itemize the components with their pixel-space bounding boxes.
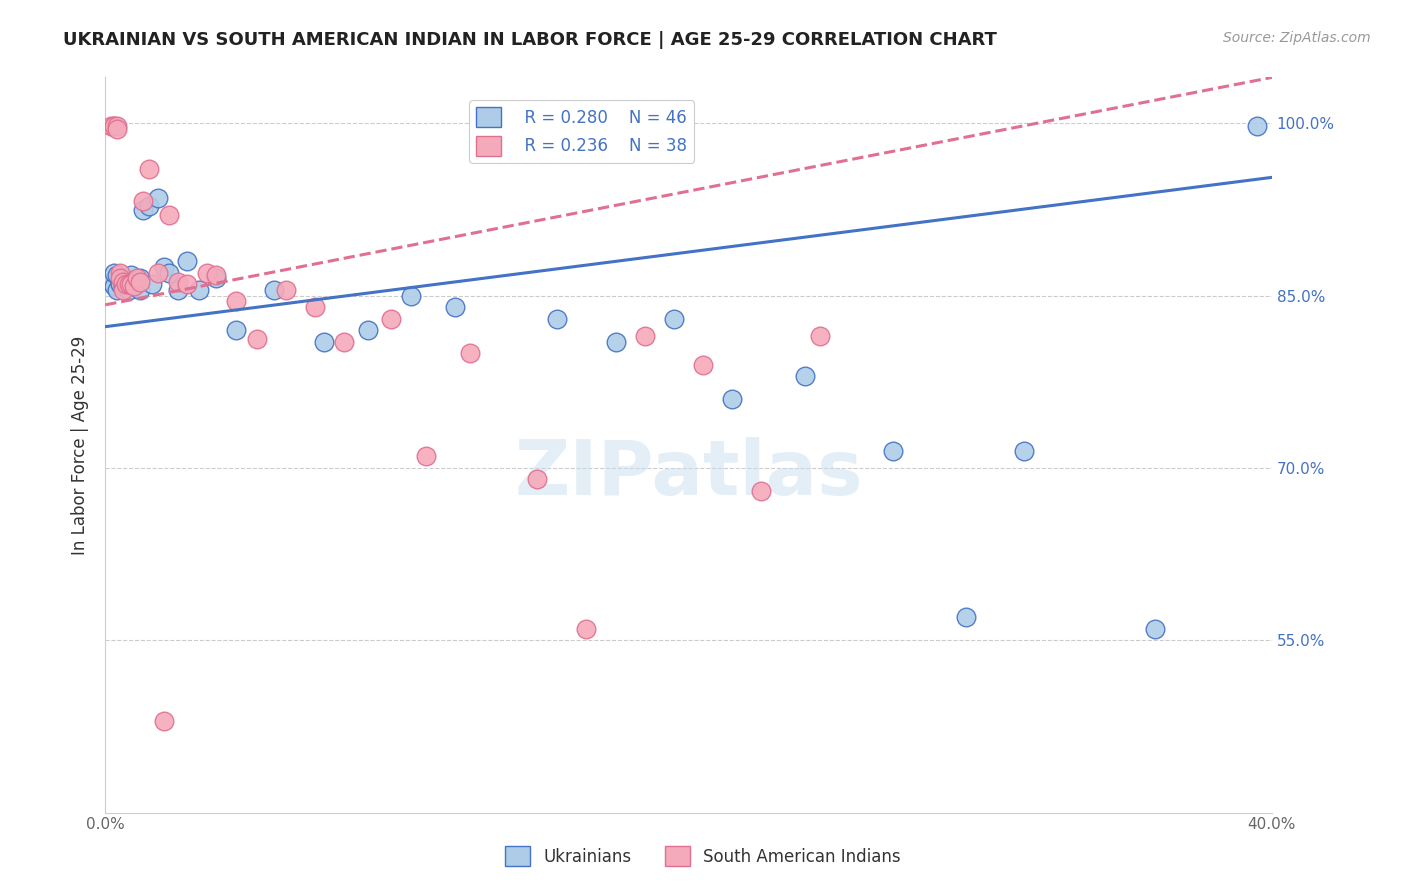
Point xyxy=(274,283,297,297)
Point xyxy=(146,266,169,280)
Point xyxy=(111,283,134,297)
Point xyxy=(526,472,548,486)
Point xyxy=(225,294,247,309)
Point xyxy=(127,277,149,292)
Point xyxy=(105,119,128,133)
Point xyxy=(108,275,131,289)
Point xyxy=(108,277,131,292)
Point xyxy=(357,323,380,337)
Point xyxy=(127,271,149,285)
Point xyxy=(124,279,146,293)
Point xyxy=(121,277,143,292)
Point xyxy=(129,275,152,289)
Point xyxy=(108,271,131,285)
Point xyxy=(132,202,155,217)
Point xyxy=(205,268,228,282)
Point xyxy=(103,119,125,133)
Point xyxy=(187,283,209,297)
Point xyxy=(662,311,685,326)
Point xyxy=(882,443,904,458)
Point xyxy=(1144,622,1167,636)
Point xyxy=(225,323,247,337)
Point xyxy=(141,277,163,292)
Point xyxy=(129,271,152,285)
Point xyxy=(415,450,437,464)
Point xyxy=(546,311,568,326)
Point xyxy=(129,283,152,297)
Point xyxy=(124,279,146,293)
Point xyxy=(111,275,134,289)
Point xyxy=(751,483,773,498)
Point xyxy=(157,208,180,222)
Point xyxy=(111,279,134,293)
Point xyxy=(132,194,155,209)
Point xyxy=(444,300,467,314)
Point xyxy=(312,334,335,349)
Point xyxy=(605,334,627,349)
Point xyxy=(146,191,169,205)
Point xyxy=(114,277,136,292)
Point xyxy=(167,283,190,297)
Point xyxy=(111,271,134,285)
Point xyxy=(124,275,146,289)
Point xyxy=(103,266,125,280)
Point xyxy=(103,279,125,293)
Point xyxy=(117,277,139,292)
Legend:   R = 0.280    N = 46,   R = 0.236    N = 38: R = 0.280 N = 46, R = 0.236 N = 38 xyxy=(470,101,695,163)
Point xyxy=(176,277,198,292)
Point xyxy=(108,266,131,280)
Point xyxy=(152,260,174,274)
Point xyxy=(138,162,160,177)
Point xyxy=(121,274,143,288)
Y-axis label: In Labor Force | Age 25-29: In Labor Force | Age 25-29 xyxy=(72,335,89,555)
Point xyxy=(205,271,228,285)
Text: Source: ZipAtlas.com: Source: ZipAtlas.com xyxy=(1223,31,1371,45)
Point xyxy=(103,119,125,133)
Point xyxy=(167,275,190,289)
Point xyxy=(114,277,136,292)
Point xyxy=(380,311,402,326)
Point xyxy=(634,329,657,343)
Point xyxy=(105,283,128,297)
Point xyxy=(333,334,356,349)
Point xyxy=(114,275,136,289)
Point xyxy=(794,369,817,384)
Point xyxy=(721,392,744,406)
Text: UKRAINIAN VS SOUTH AMERICAN INDIAN IN LABOR FORCE | AGE 25-29 CORRELATION CHART: UKRAINIAN VS SOUTH AMERICAN INDIAN IN LA… xyxy=(63,31,997,49)
Point xyxy=(575,622,598,636)
Point xyxy=(1246,119,1268,133)
Point xyxy=(176,254,198,268)
Point xyxy=(692,358,714,372)
Point xyxy=(246,332,269,346)
Point xyxy=(152,714,174,728)
Point xyxy=(304,300,326,314)
Point xyxy=(157,266,180,280)
Legend: Ukrainians, South American Indians: Ukrainians, South American Indians xyxy=(499,839,907,873)
Point xyxy=(100,275,122,289)
Point xyxy=(138,199,160,213)
Point xyxy=(1012,443,1035,458)
Point xyxy=(195,266,218,280)
Text: ZIPatlas: ZIPatlas xyxy=(515,437,863,511)
Point xyxy=(263,283,285,297)
Point xyxy=(117,283,139,297)
Point xyxy=(100,119,122,133)
Point xyxy=(401,288,423,302)
Point xyxy=(105,122,128,136)
Point xyxy=(808,329,831,343)
Point xyxy=(121,268,143,282)
Point xyxy=(955,610,977,624)
Point xyxy=(117,277,139,292)
Point xyxy=(458,346,481,360)
Point xyxy=(105,268,128,282)
